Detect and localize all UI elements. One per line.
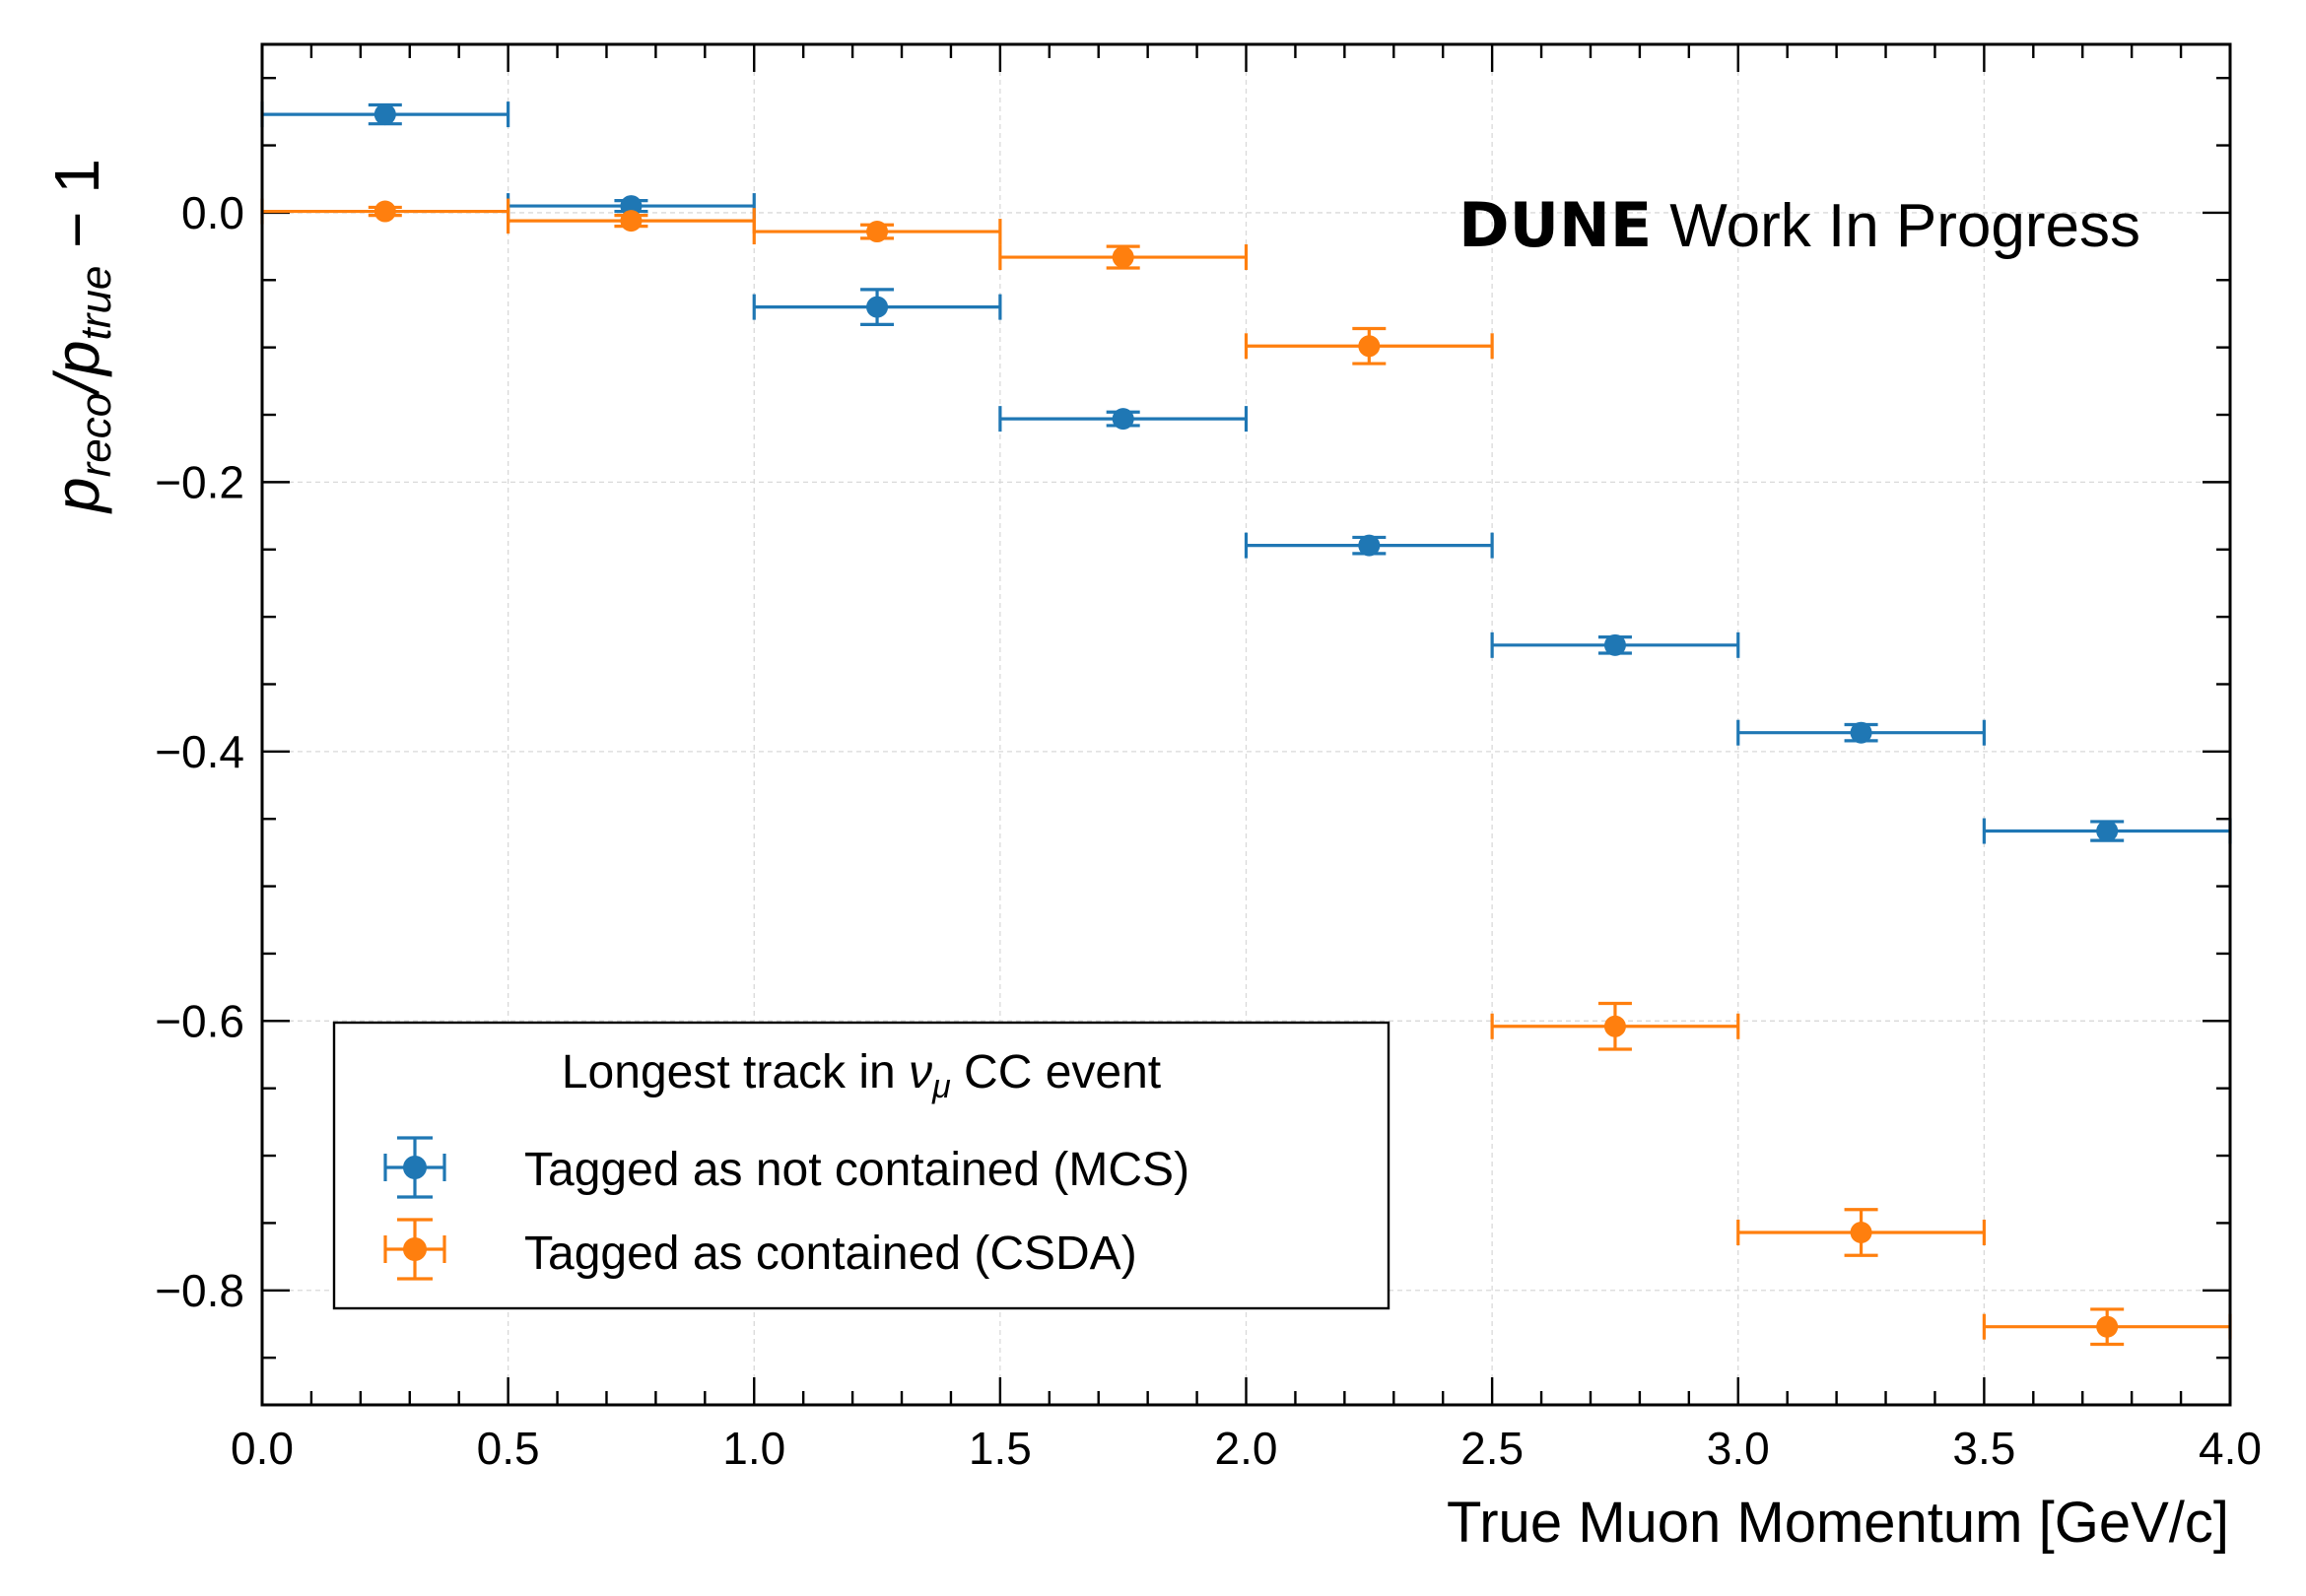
legend-marker-dot — [403, 1237, 427, 1261]
series-csda — [260, 198, 2232, 1347]
data-point — [1736, 1208, 1986, 1257]
dune-label-bold: DUNE — [1458, 189, 1652, 261]
data-marker — [1112, 246, 1134, 269]
data-marker — [1358, 335, 1381, 358]
dune-label-normal: Work In Progress — [1669, 192, 2140, 260]
data-point — [1244, 532, 1494, 559]
y-axis-title-sub1: reco — [72, 393, 120, 478]
data-marker — [1603, 1015, 1626, 1037]
legend-title-pre: Longest track in — [562, 1046, 909, 1098]
data-marker — [1603, 633, 1626, 656]
data-marker — [373, 103, 396, 126]
x-tick-label: 0.0 — [231, 1423, 294, 1474]
x-tick-label: 1.5 — [969, 1423, 1032, 1474]
y-tick-label: −0.4 — [155, 726, 244, 777]
legend-title-nu: ν — [909, 1046, 932, 1098]
y-tick-label: −0.2 — [155, 456, 244, 507]
legend-title-post: CC event — [951, 1046, 1161, 1098]
data-point — [260, 198, 510, 225]
legend-box — [332, 1021, 1390, 1310]
data-marker — [866, 221, 889, 243]
data-point — [507, 208, 756, 234]
legend-title-mu: μ — [931, 1068, 951, 1105]
data-point — [1490, 632, 1740, 658]
x-tick-label: 1.0 — [722, 1423, 785, 1474]
x-tick-label: 2.0 — [1215, 1423, 1278, 1474]
x-tick-label: 0.5 — [477, 1423, 540, 1474]
data-marker — [2096, 1315, 2119, 1338]
data-marker — [373, 200, 396, 223]
legend-marker-csda — [383, 1218, 446, 1281]
data-point — [1982, 818, 2232, 844]
x-tick-label: 3.0 — [1707, 1423, 1770, 1474]
y-tick-label: −0.8 — [155, 1265, 244, 1316]
y-axis-title-p1: p — [41, 477, 112, 514]
data-marker — [1358, 534, 1381, 557]
tick-layer — [260, 44, 2232, 1405]
legend-markers — [383, 1136, 446, 1281]
data-marker — [1850, 1221, 1872, 1243]
legend-entry-csda-label: Tagged as contained (CSDA) — [524, 1228, 1137, 1280]
data-point — [752, 219, 1002, 245]
y-tick-label: −0.6 — [155, 995, 244, 1046]
y-axis-title-sub2: true — [72, 266, 120, 341]
data-marker — [866, 296, 889, 318]
data-point — [998, 244, 1249, 271]
data-point — [1736, 719, 1986, 746]
x-axis-title: True Muon Momentum [GeV/c] — [1447, 1491, 2229, 1555]
data-marker — [620, 195, 643, 218]
data-point — [1490, 1001, 1740, 1051]
data-marker — [2096, 820, 2119, 842]
y-axis-title-p2: p — [41, 340, 112, 377]
data-point — [1982, 1307, 2232, 1347]
legend-marker-dot — [403, 1156, 427, 1179]
data-point — [1244, 326, 1494, 366]
x-tick-label: 3.5 — [1952, 1423, 2015, 1474]
dune-label: DUNE Work In Progress — [1458, 189, 2140, 261]
y-axis-title: preco/ptrue − 1 — [41, 159, 120, 514]
data-point — [752, 288, 1002, 327]
y-tick-label: 0.0 — [181, 187, 244, 238]
y-axis-title-tail: − 1 — [41, 159, 112, 266]
data-point — [260, 101, 510, 128]
legend-entry-mcs-label: Tagged as not contained (MCS) — [524, 1144, 1189, 1196]
x-tick-label: 4.0 — [2199, 1423, 2262, 1474]
data-marker — [620, 210, 643, 233]
x-tick-label: 2.5 — [1460, 1423, 1524, 1474]
tick-label-layer: 0.0 0.5 1.0 1.5 2.0 2.5 3.0 3.5 4.0 0.0 −0.2 −0.4 −0… — [155, 187, 2262, 1474]
data-marker — [1850, 721, 1872, 744]
data-marker — [1112, 408, 1134, 431]
data-point — [998, 406, 1249, 432]
plot-frame — [260, 42, 2232, 1407]
legend-marker-mcs — [383, 1136, 446, 1199]
legend: Longest track in νμ CC event Tagged as n… — [332, 1021, 1390, 1310]
legend-title: Longest track in νμ CC event — [562, 1046, 1161, 1105]
